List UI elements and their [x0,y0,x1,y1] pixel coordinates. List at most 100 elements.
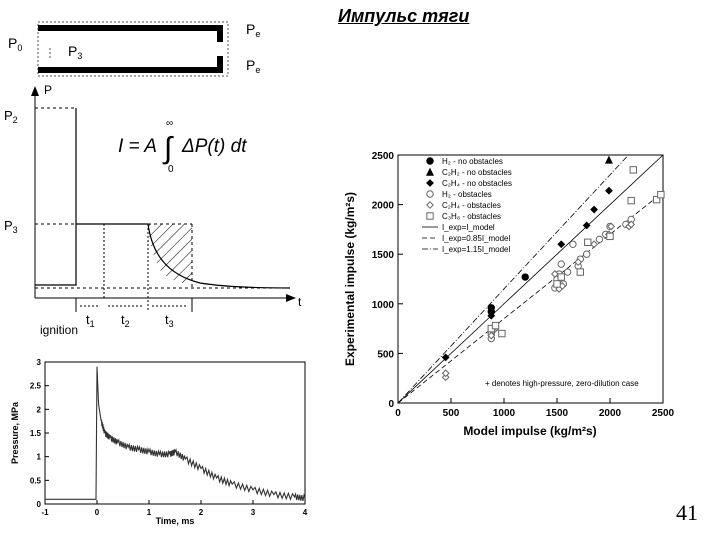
trace-x-tick-label: 4 [303,508,308,517]
scatter-x-tick-label: 2000 [599,408,622,419]
trace-y-tick-label: 0 [37,500,42,509]
scatter-y-tick-label: 1000 [372,300,395,311]
page-number: 41 [676,500,698,525]
formula-upper-limit: ∞ [166,118,173,129]
data-point [498,329,506,338]
legend-label: I_exp=I_model [442,223,495,232]
trace-y-tick-label: 0.5 [30,476,42,485]
data-point [557,273,565,281]
data-point [576,268,585,276]
t1-label: t1 [86,312,95,329]
trace-y-label: Pressure, MPa [10,401,20,464]
data-point [487,311,496,320]
legend-label: I_exp=0.85I_model [442,234,510,243]
legend-marker [425,167,435,176]
scatter-x-label: Model impulse (kg/m²s) [463,424,596,438]
data-point [590,205,599,214]
trace-y-tick-label: 3 [37,358,42,367]
impulse-formula: I = A ∫ ∞ 0 ΔP(t) dt [118,118,247,175]
t3-label: t3 [165,312,174,329]
legend-label: C₂H₄ - obstacles [442,201,501,210]
reference-line [397,154,664,404]
data-point [557,240,566,249]
scatter-y-tick-label: 0 [388,399,394,410]
trace-y-tick-label: 2 [37,405,42,414]
trace-x-tick-label: 3 [251,508,256,517]
legend-label: C₂H₂ - no obstacles [442,168,512,177]
tube-diagram: P0 P3 Pe Pe [8,21,260,77]
p2-label: P2 [4,108,18,125]
scatter-plot-frame [397,154,664,404]
data-point [584,238,592,246]
legend-label: I_exp=1.15I_model [442,245,510,254]
scatter-y-label: Experimental impulse (kg/m²s) [343,192,357,366]
legend-label: C₃H₈ - obstacles [442,212,501,221]
p3-label: P3 [4,218,18,235]
data-point [487,304,495,312]
scatter-x-tick-label: 1000 [493,408,516,419]
trace-y-tick-label: 2.5 [30,382,42,391]
pressure-trace-chart: -1 0 1 2 3 400.511.522.53 Time, ms Pressure, … [10,358,308,526]
formula-lhs: I = A [118,136,157,157]
legend-marker [426,179,434,187]
data-point [521,273,529,281]
data-point [590,240,599,249]
integral-sign-icon: ∫ [162,132,174,165]
pe-top-label: Pe [246,21,260,39]
trace-y-tick-label: 1 [37,453,42,462]
legend-marker [426,212,434,220]
data-point [606,232,614,241]
ignition-label: ignition [40,323,78,337]
legend-marker [426,157,434,165]
tube-wall [38,25,223,73]
hatched-impulse-area [148,224,192,284]
data-point [629,166,638,174]
data-point [627,220,636,229]
legend-label: H₂ - no obstacles [442,157,503,166]
slide-title: Импульс тяги [338,6,470,26]
scatter-y-tick-label: 1500 [372,250,395,261]
t2-label: t2 [121,312,130,329]
data-point [491,321,500,330]
formula-integrand: ΔP(t) dt [181,136,247,157]
tube-dotted-outline [37,21,229,77]
scatter-x-tick-label: 500 [443,408,460,419]
data-point [550,270,559,278]
schematic-y-arrow [31,86,39,96]
trace-x-tick-label: -1 [41,508,49,517]
schematic-x-arrow [286,294,296,302]
trace-series-line [45,366,306,502]
scatter-x-tick-label: 2500 [652,408,675,419]
scatter-y-tick-label: 500 [377,349,394,360]
data-point [441,353,450,362]
schematic-x-label: t [298,295,302,309]
data-point [607,222,615,231]
pressure-profile-line [35,108,291,289]
legend-marker [426,201,434,209]
trace-x-tick-label: 0 [95,508,100,517]
data-point [652,195,661,204]
data-point [605,186,613,195]
data-point [441,373,450,382]
data-point [574,258,583,267]
trace-x-tick-label: 2 [199,508,204,517]
pe-bottom-label: Pe [246,57,260,75]
data-point [569,240,577,248]
trace-y-tick-label: 1.5 [30,429,42,438]
legend-marker [426,190,434,198]
data-point [657,190,665,199]
legend-label: H₂ - obstacles [442,190,492,199]
reference-line [397,154,629,404]
scatter-x-tick-label: 1500 [546,408,569,419]
pressure-schematic: P t P2 P3 ignition t1 t2 t3 I = A ∫ ∞ 0 … [4,83,302,337]
scatter-y-tick-label: 2500 [372,151,395,162]
data-point [604,155,613,164]
trace-plot-frame [44,361,306,505]
data-point [627,196,635,205]
reference-line [397,191,664,404]
scatter-x-tick-label: 0 [395,408,401,419]
data-point [582,221,591,230]
legend-label: C₂H₄ - no obstacles [442,179,512,188]
data-point [563,268,572,276]
impulse-scatter-chart: 0 500 1000 1500 2000 2500 0 500 1000 1500 2000 2500… [343,151,675,438]
